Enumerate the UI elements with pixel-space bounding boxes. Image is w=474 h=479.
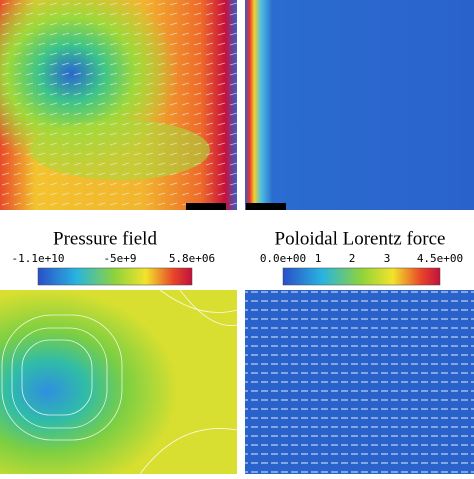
colorbar-tick-label: 0.0e+00 [260, 252, 306, 265]
lorentz-vector-panel [245, 290, 474, 474]
pressure-velocity-panel [0, 0, 237, 210]
colorbar-tick-label: 5.8e+06 [169, 252, 215, 265]
colorbar-tick-label: -1.1e+10 [12, 252, 65, 265]
colorbar-tick-label: 3 [384, 252, 391, 265]
colorbar-tick-label: 1 [315, 252, 322, 265]
colorbar-tick-label: -5e+9 [103, 252, 136, 265]
colorbar-title: Pressure field [53, 228, 157, 249]
lorentz-field-panel [245, 0, 474, 210]
pressure-contour-panel [0, 289, 238, 475]
colorbar-title: Poloidal Lorentz force [275, 228, 446, 249]
colorbar-tick-label: 4.5e+00 [417, 252, 463, 265]
colorbar-tick-label: 2 [349, 252, 356, 265]
lorentz-colorbar: Poloidal Lorentz force 0.0e+00 1 2 3 4.5… [260, 228, 463, 286]
pressure-colorbar: Pressure field -1.1e+10 -5e+9 5.8e+06 [12, 228, 215, 286]
